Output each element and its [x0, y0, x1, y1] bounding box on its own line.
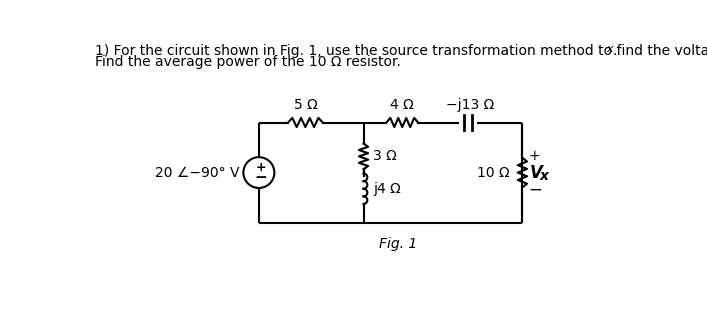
- Text: 1) For the circuit shown in Fig. 1, use the source transformation method to find: 1) For the circuit shown in Fig. 1, use …: [95, 44, 707, 58]
- Text: x: x: [539, 170, 549, 183]
- Text: 3 Ω: 3 Ω: [373, 149, 397, 163]
- Text: −j13 Ω: −j13 Ω: [445, 98, 493, 112]
- Text: +: +: [256, 161, 267, 174]
- Text: 10 Ω: 10 Ω: [477, 166, 510, 179]
- Text: +: +: [529, 149, 540, 163]
- Text: Fig. 1: Fig. 1: [379, 237, 418, 251]
- Text: 20 ∠−90° V: 20 ∠−90° V: [155, 166, 240, 179]
- Text: j4 Ω: j4 Ω: [373, 182, 401, 196]
- Text: .: .: [612, 44, 617, 58]
- Text: 5 Ω: 5 Ω: [293, 98, 317, 112]
- Text: −: −: [529, 180, 542, 198]
- Text: Find the average power of the 10 Ω resistor.: Find the average power of the 10 Ω resis…: [95, 55, 400, 69]
- Text: x: x: [606, 44, 613, 54]
- Text: V: V: [530, 164, 542, 182]
- Text: −: −: [255, 171, 267, 185]
- Text: 4 Ω: 4 Ω: [390, 98, 414, 112]
